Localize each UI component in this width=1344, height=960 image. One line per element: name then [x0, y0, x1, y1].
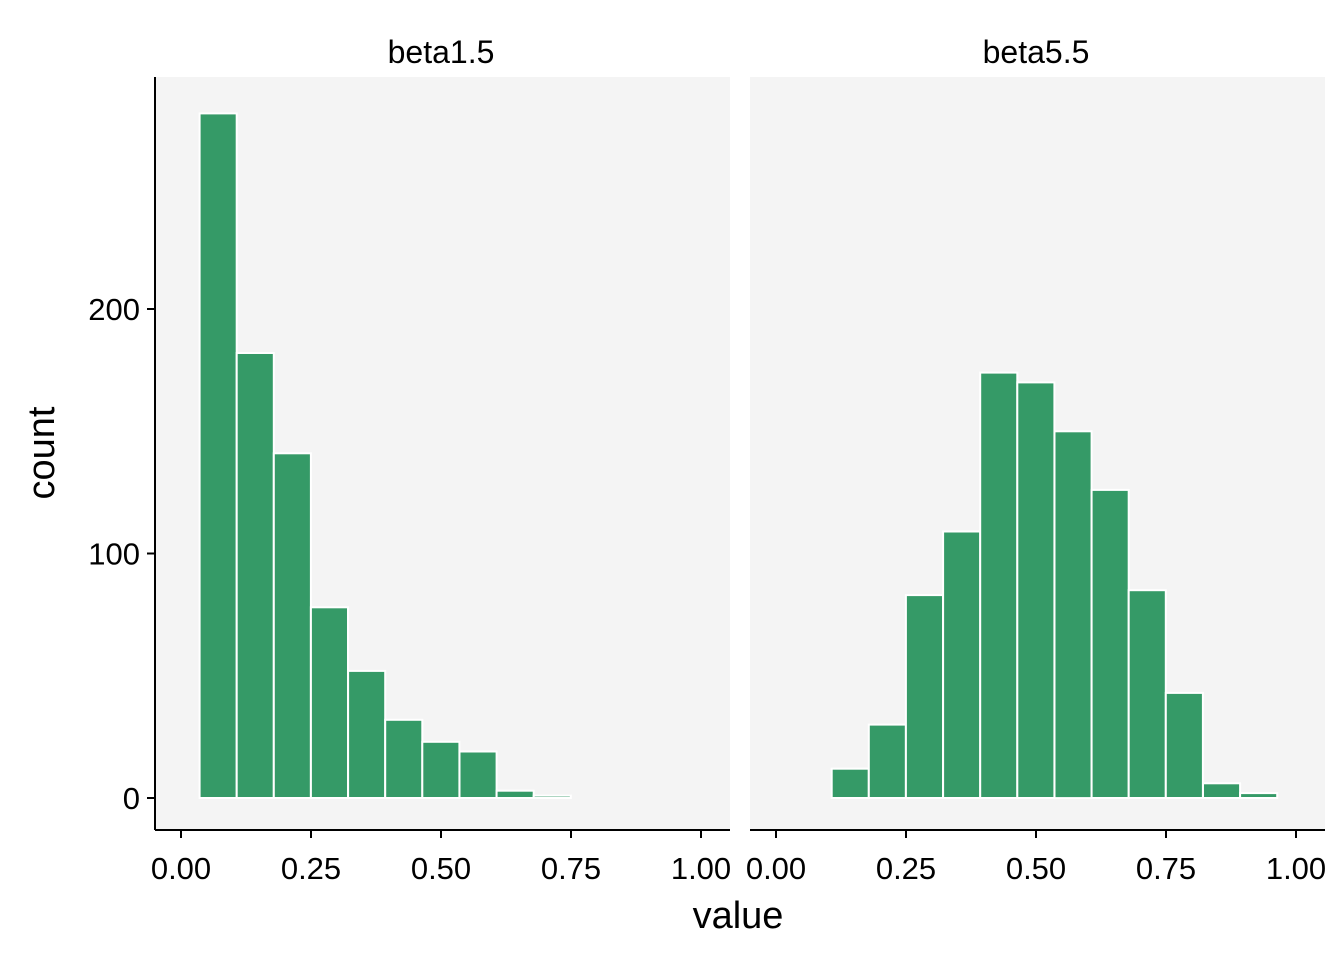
x-tick-label: 0.00	[746, 851, 806, 886]
x-tick-label: 0.25	[876, 851, 936, 886]
histogram-bar	[1127, 589, 1167, 800]
panel-right-title: beta5.5	[983, 34, 1090, 70]
histogram-bar	[867, 723, 907, 799]
panel-right-bars	[830, 371, 1279, 800]
histogram-bar	[830, 767, 870, 800]
panel-left: beta1.5	[155, 34, 730, 830]
y-tick-label: 200	[88, 292, 140, 327]
x-axis-title: value	[693, 895, 784, 937]
panel-right: beta5.5	[750, 34, 1325, 830]
histogram-bar	[1090, 488, 1130, 799]
histogram-bar	[309, 606, 349, 799]
y-axis-title: count	[21, 406, 63, 499]
histogram-bar	[421, 740, 461, 799]
histogram-bar	[1016, 381, 1056, 799]
y-tick-label: 100	[88, 537, 140, 572]
x-tick-label: 0.50	[1006, 851, 1066, 886]
histogram-bar	[1239, 792, 1279, 799]
x-tick-label: 1.00	[1266, 851, 1326, 886]
x-tick-label: 0.50	[411, 851, 471, 886]
histogram-bar	[1164, 691, 1204, 800]
histogram-bar	[979, 371, 1019, 799]
x-axis-ticks-left: 0.00 0.25 0.50 0.75 1.00	[151, 830, 731, 886]
histogram-bar	[904, 594, 945, 799]
histogram-bar	[1053, 430, 1093, 800]
histogram-bar	[198, 112, 238, 799]
x-tick-label: 0.75	[541, 851, 601, 886]
histogram-bar	[272, 452, 312, 799]
x-tick-label: 0.25	[281, 851, 341, 886]
x-tick-label: 1.00	[671, 851, 731, 886]
y-axis-ticks: 0 100 200	[88, 292, 155, 816]
histogram-bar	[532, 794, 572, 799]
y-tick-label: 0	[123, 781, 140, 816]
histogram-bar	[1202, 782, 1242, 799]
panel-left-bars	[198, 112, 572, 800]
histogram-bar	[384, 718, 424, 799]
panel-left-title: beta1.5	[388, 34, 495, 70]
x-tick-label: 0.75	[1136, 851, 1196, 886]
histogram-bar	[942, 530, 982, 799]
histogram-bar	[495, 789, 535, 800]
histogram-bar	[458, 750, 498, 799]
x-tick-label: 0.00	[151, 851, 211, 886]
x-axis-ticks-right: 0.00 0.25 0.50 0.75 1.00	[746, 830, 1326, 886]
histogram-bar	[235, 352, 275, 799]
histogram-bar	[347, 669, 387, 800]
